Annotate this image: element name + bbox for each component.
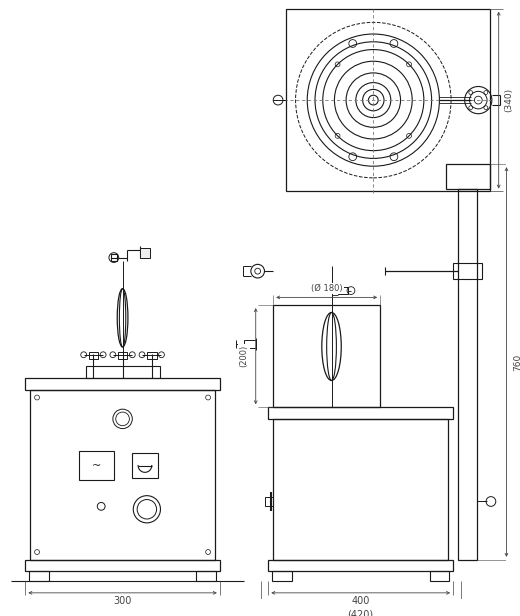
Bar bbox=[25, 378, 220, 390]
Text: 400: 400 bbox=[352, 596, 370, 606]
Bar bbox=[86, 367, 160, 378]
Bar bbox=[132, 453, 158, 478]
Bar bbox=[147, 352, 157, 359]
Bar bbox=[273, 305, 380, 407]
Text: 760: 760 bbox=[514, 354, 520, 371]
Bar bbox=[140, 248, 150, 257]
Bar bbox=[111, 254, 117, 261]
Bar bbox=[446, 164, 490, 188]
Bar bbox=[265, 496, 273, 506]
Bar bbox=[197, 572, 216, 581]
Text: 300: 300 bbox=[113, 596, 132, 606]
Text: (420): (420) bbox=[348, 609, 374, 616]
Bar bbox=[30, 390, 215, 560]
Bar bbox=[268, 407, 453, 419]
Text: (340): (340) bbox=[504, 88, 513, 112]
Bar bbox=[430, 572, 449, 581]
Bar bbox=[244, 340, 256, 348]
Bar bbox=[268, 560, 453, 572]
Bar bbox=[272, 572, 292, 581]
Text: ~: ~ bbox=[92, 461, 101, 471]
Bar bbox=[29, 572, 49, 581]
Bar bbox=[88, 352, 98, 359]
Bar bbox=[79, 451, 114, 480]
Text: (Ø 180): (Ø 180) bbox=[311, 284, 343, 293]
Bar bbox=[286, 9, 490, 192]
Bar bbox=[273, 419, 448, 560]
Text: (200): (200) bbox=[240, 345, 249, 367]
Bar bbox=[339, 286, 348, 294]
Bar bbox=[25, 560, 220, 572]
Bar bbox=[458, 188, 477, 560]
Bar bbox=[453, 264, 482, 279]
Bar bbox=[118, 352, 127, 359]
